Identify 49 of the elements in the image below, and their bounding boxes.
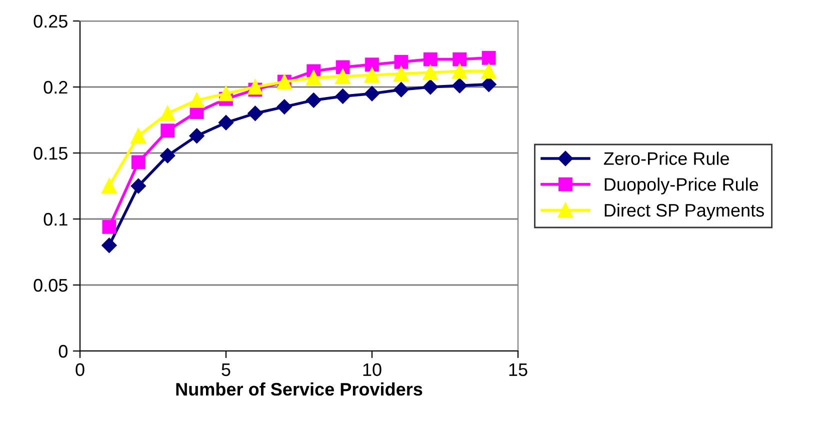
point xyxy=(364,67,380,83)
point xyxy=(452,64,468,79)
point xyxy=(189,128,204,144)
point xyxy=(102,178,117,194)
point xyxy=(422,64,438,80)
point xyxy=(218,115,234,130)
x-axis-title: Number of Service Providers xyxy=(176,382,422,396)
y-tick-label: 0.25 xyxy=(34,14,68,28)
x-tick-label: 15 xyxy=(509,363,528,376)
point xyxy=(276,99,292,114)
y-tick-label: 0.2 xyxy=(44,80,68,94)
point xyxy=(481,64,496,79)
point xyxy=(160,124,175,138)
point xyxy=(160,106,176,122)
point xyxy=(160,148,176,164)
y-tick-label: 0.1 xyxy=(44,212,68,226)
point xyxy=(130,128,146,144)
x-tick-label: 0 xyxy=(76,363,84,376)
point xyxy=(130,178,146,194)
point xyxy=(335,88,350,104)
y-tick-label: 0 xyxy=(58,344,68,358)
point xyxy=(423,52,438,66)
point xyxy=(452,78,468,94)
point xyxy=(218,86,234,102)
x-tick-label: 10 xyxy=(363,363,382,376)
point xyxy=(102,238,117,253)
point xyxy=(365,58,379,72)
point xyxy=(482,51,496,65)
point xyxy=(248,106,263,121)
point xyxy=(306,70,322,86)
y-tick-label: 0.15 xyxy=(34,146,68,160)
legend-label: Direct SP Payments xyxy=(604,203,764,220)
point xyxy=(306,92,322,108)
point xyxy=(189,92,204,108)
y-tick-label: 0.05 xyxy=(34,278,68,292)
point xyxy=(248,79,263,95)
point xyxy=(364,86,380,102)
x-tick-label: 5 xyxy=(222,363,230,376)
legend-label: Duopoly-Price Rule xyxy=(604,178,758,194)
legend-label: Zero-Price Rule xyxy=(604,152,729,165)
point xyxy=(394,82,409,98)
point xyxy=(131,155,146,170)
point xyxy=(481,76,496,92)
point xyxy=(422,79,438,95)
point xyxy=(102,220,116,234)
point xyxy=(394,54,408,69)
point xyxy=(394,66,409,82)
point xyxy=(452,52,467,66)
point xyxy=(335,68,350,84)
